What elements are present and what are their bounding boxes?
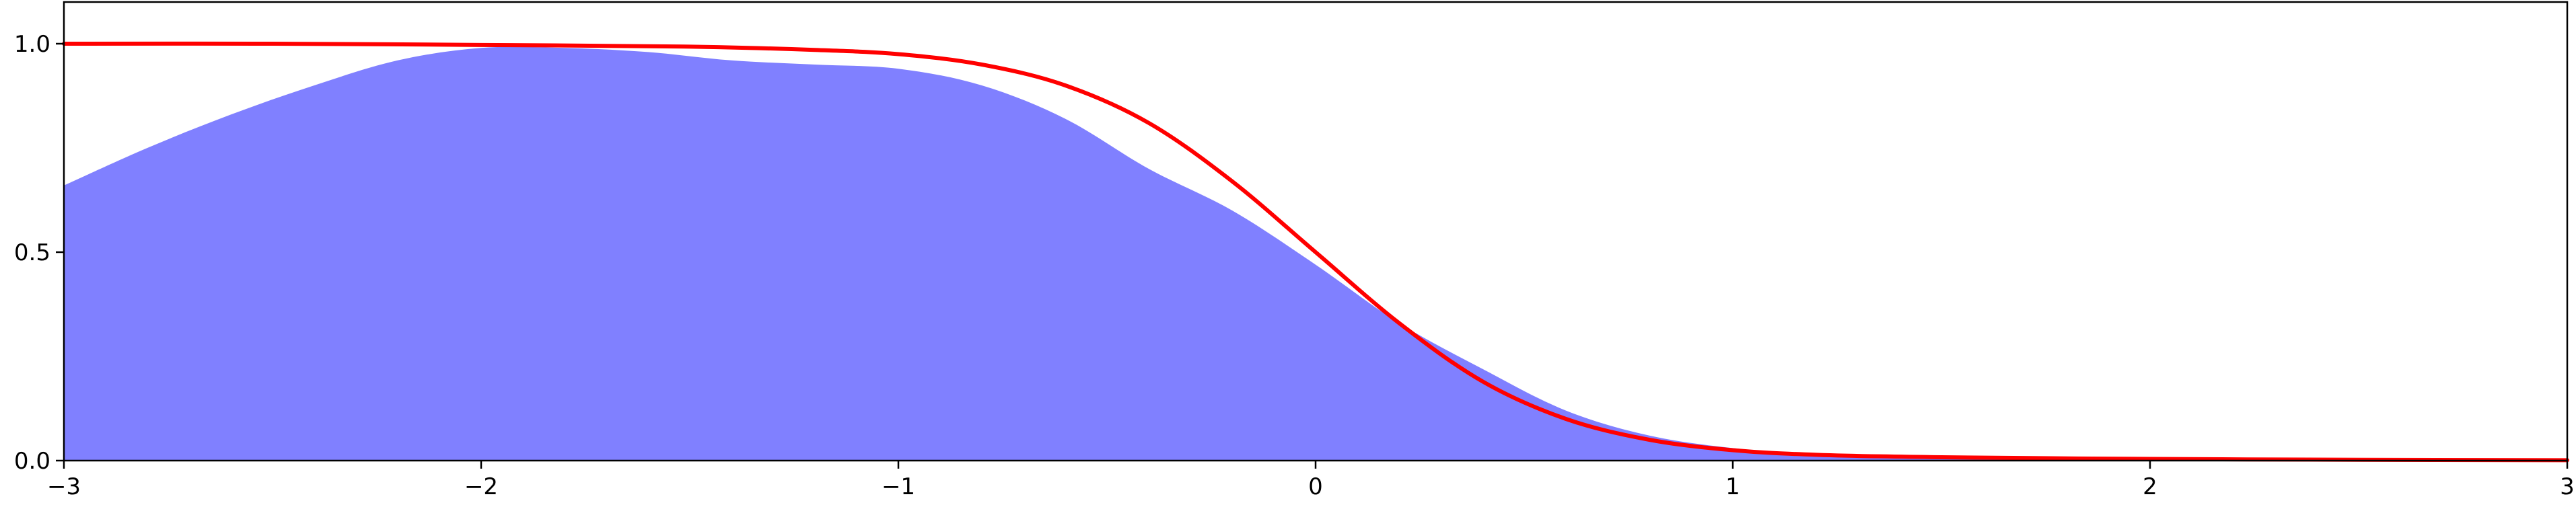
x-tick-label: 2: [2143, 473, 2157, 500]
x-tick-label: −1: [882, 473, 915, 500]
x-tick-label: −3: [47, 473, 81, 500]
x-tick-label: 1: [1725, 473, 1740, 500]
y-tick-label: 0.5: [14, 239, 50, 266]
x-tick-label: 3: [2560, 473, 2575, 500]
y-tick-label: 0.0: [14, 448, 50, 475]
y-tick-label: 1.0: [14, 31, 50, 58]
plot-area: [62, 41, 2569, 463]
x-tick-label: −2: [464, 473, 498, 500]
x-tick-label: 0: [1308, 473, 1323, 500]
axes: −3 −2 −1 0 1 2 3 0.0 0.5 1.0: [14, 1, 2575, 500]
series-area-fill: [64, 46, 2567, 461]
series-line: [62, 41, 2569, 463]
